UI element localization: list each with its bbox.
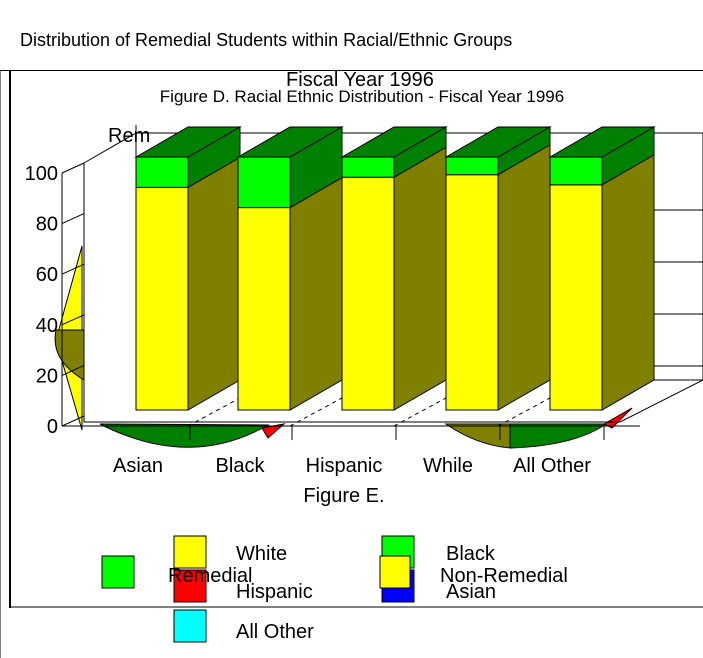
- legend-swatch-white: [173, 535, 207, 569]
- legend-label-asian: Asian: [446, 581, 496, 603]
- pie-bottom-green: [99, 423, 270, 448]
- floor-dash: [497, 397, 551, 427]
- legend-swatch-non-remedial: [379, 555, 411, 589]
- y-tick-line: [61, 314, 85, 326]
- y-tick-line: [61, 213, 85, 225]
- y-tick-label: 40: [36, 315, 58, 337]
- legend-layer: White Black Hispanic Asian All Other Remedial…: [101, 535, 568, 643]
- y-tick-label: 100: [25, 163, 58, 185]
- bar-segment-non-remedial: [445, 174, 499, 411]
- bar-side-non-remedial: [497, 143, 551, 411]
- floor-outline: [83, 163, 703, 423]
- y-tick-label: 0: [47, 416, 58, 438]
- y-tick-line: [61, 263, 85, 275]
- y-tick-label: 60: [36, 264, 58, 286]
- bar-side-non-remedial: [187, 156, 241, 411]
- legend-swatch-all-other: [173, 609, 207, 643]
- bar-segment-non-remedial: [341, 176, 395, 411]
- legend-label-black: Black: [446, 543, 496, 565]
- bar-asian: [134, 126, 242, 411]
- floor-dash: [187, 397, 241, 427]
- pie-right-green: [509, 423, 608, 449]
- partial-axis-label: Rem: [108, 125, 150, 147]
- page-title: Distribution of Remedial Students within…: [20, 30, 513, 50]
- bar-segment-remedial: [445, 156, 499, 176]
- x-tick-label: Asian: [113, 455, 163, 477]
- legend-label-non-remedial: Non-Remedial: [440, 565, 568, 587]
- legend-swatch-remedial: [101, 555, 135, 589]
- x-axis-ticks: Asian Black Hispanic While All Other: [62, 425, 640, 477]
- pie-chart-layer: [54, 245, 633, 449]
- bar-while: [444, 126, 552, 411]
- floor-dash: [393, 397, 447, 427]
- legend-label-all-other: All Other: [236, 621, 314, 643]
- legend-label-remedial: Remedial: [168, 565, 252, 587]
- bar-segment-remedial: [549, 156, 603, 186]
- bar-chart-layer: [83, 125, 703, 427]
- overlay-title: Fiscal Year 1996: [286, 69, 434, 91]
- y-axis-ticks: 0 20 40 60 80 100: [25, 162, 85, 438]
- floor-dash: [289, 397, 343, 427]
- bar-all-other: [548, 126, 656, 411]
- y-tick-label: 80: [36, 214, 58, 236]
- bar-segment-non-remedial: [135, 186, 189, 411]
- bar-side-non-remedial: [601, 153, 655, 411]
- bar-hispanic: [340, 126, 448, 411]
- bar-side-non-remedial: [393, 146, 447, 411]
- bar-black: [236, 126, 344, 411]
- x-tick-label: All Other: [513, 455, 591, 477]
- bar-side-non-remedial: [289, 176, 343, 411]
- bar-segment-remedial: [341, 156, 395, 178]
- y-tick-line: [61, 162, 85, 174]
- legend-swatch-hispanic: [173, 569, 207, 603]
- figure-d-title: Figure D. Racial Ethnic Distribution - F…: [160, 87, 564, 106]
- bar-segment-remedial: [237, 156, 291, 209]
- header-bar: Distribution of Remedial Students within…: [0, 0, 703, 71]
- legend-label-hispanic: Hispanic: [236, 581, 313, 603]
- x-tick-label: Hispanic: [306, 455, 383, 477]
- bar-segment-remedial: [135, 156, 189, 188]
- y-tick-line: [61, 415, 85, 427]
- bar-segment-non-remedial: [237, 207, 291, 411]
- bar-segment-non-remedial: [549, 184, 603, 411]
- x-tick-label: While: [423, 455, 473, 477]
- x-tick-label: Black: [216, 455, 266, 477]
- y-tick-label: 20: [36, 365, 58, 387]
- pie-right-olive: [444, 423, 513, 449]
- legend-label-white: White: [236, 543, 287, 565]
- y-tick-line: [61, 364, 85, 376]
- figure-e-title: Figure E.: [303, 485, 384, 507]
